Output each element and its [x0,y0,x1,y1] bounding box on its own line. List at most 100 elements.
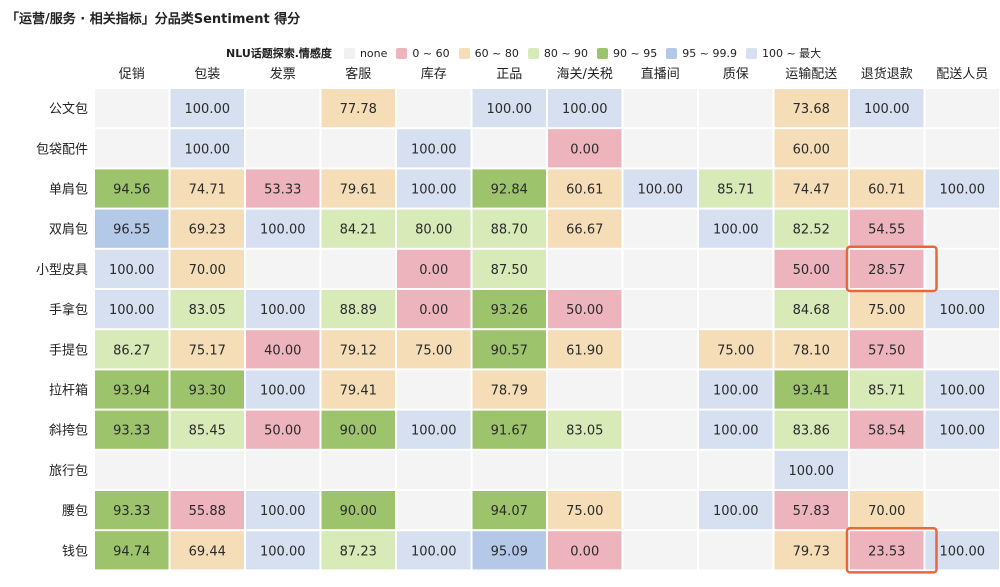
heatmap-cell[interactable] [170,450,245,489]
heatmap-cell[interactable] [699,89,773,128]
heatmap-cell[interactable] [397,249,471,288]
heatmap-cell[interactable] [774,450,849,489]
heatmap-cell[interactable] [548,129,622,168]
heatmap-cell[interactable] [774,209,849,248]
heatmap-cell[interactable] [321,209,396,248]
heatmap-cell[interactable] [321,330,396,369]
heatmap-cell[interactable] [95,290,169,329]
heatmap-cell[interactable] [623,330,698,369]
heatmap-cell[interactable] [850,129,924,168]
heatmap-cell[interactable] [246,491,320,530]
heatmap-cell[interactable] [850,330,924,369]
heatmap-cell[interactable] [397,450,471,489]
heatmap-cell[interactable] [548,410,622,449]
heatmap-cell[interactable] [170,89,245,128]
heatmap-cell[interactable] [95,450,169,489]
heatmap-cell[interactable] [170,330,245,369]
heatmap-cell[interactable] [548,209,622,248]
heatmap-cell[interactable] [397,209,471,248]
heatmap-cell[interactable] [170,370,245,409]
heatmap-cell[interactable] [699,290,773,329]
heatmap-cell[interactable] [321,410,396,449]
heatmap-cell[interactable] [699,169,773,208]
heatmap-cell[interactable] [246,290,320,329]
heatmap-cell[interactable] [246,410,320,449]
heatmap-cell[interactable] [548,169,622,208]
heatmap-cell[interactable] [623,89,698,128]
heatmap-cell[interactable] [95,531,169,570]
heatmap-cell[interactable] [472,290,547,329]
heatmap-cell[interactable] [623,129,698,168]
heatmap-cell[interactable] [472,410,547,449]
heatmap-cell[interactable] [170,169,245,208]
heatmap-cell[interactable] [623,410,698,449]
heatmap-cell[interactable] [925,330,1000,369]
heatmap-cell[interactable] [548,330,622,369]
heatmap-cell[interactable] [850,209,924,248]
heatmap-cell[interactable] [170,290,245,329]
heatmap-cell[interactable] [246,330,320,369]
heatmap-cell[interactable] [472,249,547,288]
heatmap-cell[interactable] [472,330,547,369]
heatmap-cell[interactable] [925,290,1000,329]
legend-item-95-99-9[interactable]: 95 ~ 99.9 [666,47,737,60]
heatmap-cell[interactable] [95,491,169,530]
heatmap-cell[interactable] [95,209,169,248]
heatmap-cell[interactable] [472,129,547,168]
heatmap-cell[interactable] [850,89,924,128]
heatmap-cell[interactable] [246,531,320,570]
heatmap-cell[interactable] [246,370,320,409]
heatmap-cell[interactable] [321,290,396,329]
heatmap-cell[interactable] [623,491,698,530]
heatmap-cell[interactable] [699,330,773,369]
heatmap-cell[interactable] [623,249,698,288]
heatmap-cell[interactable] [472,209,547,248]
legend-item-100-max[interactable]: 100 ~ 最大 [745,45,821,61]
heatmap-cell[interactable] [925,491,1000,530]
heatmap-cell[interactable] [95,410,169,449]
heatmap-cell[interactable] [321,89,396,128]
heatmap-cell[interactable] [623,450,698,489]
heatmap-cell[interactable] [246,89,320,128]
heatmap-cell[interactable] [925,209,1000,248]
heatmap-cell[interactable] [170,129,245,168]
heatmap-cell[interactable] [850,410,924,449]
heatmap-cell[interactable] [170,410,245,449]
heatmap-cell[interactable] [95,169,169,208]
heatmap-cell[interactable] [850,249,924,288]
heatmap-cell[interactable] [246,129,320,168]
heatmap-cell[interactable] [472,169,547,208]
heatmap-cell[interactable] [623,370,698,409]
heatmap-cell[interactable] [699,370,773,409]
heatmap-cell[interactable] [623,531,698,570]
heatmap-cell[interactable] [548,450,622,489]
heatmap-cell[interactable] [472,89,547,128]
heatmap-cell[interactable] [925,129,1000,168]
legend-item-90-95[interactable]: 90 ~ 95 [597,47,657,60]
heatmap-cell[interactable] [170,209,245,248]
heatmap-cell[interactable] [774,491,849,530]
heatmap-cell[interactable] [397,491,471,530]
heatmap-cell[interactable] [925,410,1000,449]
heatmap-cell[interactable] [925,450,1000,489]
heatmap-cell[interactable] [397,410,471,449]
heatmap-cell[interactable] [850,491,924,530]
heatmap-cell[interactable] [774,370,849,409]
heatmap-cell[interactable] [699,129,773,168]
heatmap-cell[interactable] [774,129,849,168]
heatmap-cell[interactable] [699,491,773,530]
heatmap-cell[interactable] [170,249,245,288]
heatmap-cell[interactable] [95,370,169,409]
heatmap-cell[interactable] [321,129,396,168]
heatmap-cell[interactable] [321,450,396,489]
heatmap-cell[interactable] [623,169,698,208]
heatmap-cell[interactable] [774,249,849,288]
heatmap-cell[interactable] [850,169,924,208]
heatmap-cell[interactable] [774,410,849,449]
heatmap-cell[interactable] [548,89,622,128]
heatmap-cell[interactable] [850,290,924,329]
heatmap-cell[interactable] [699,410,773,449]
heatmap-cell[interactable] [95,129,169,168]
heatmap-cell[interactable] [472,450,547,489]
legend-item-none[interactable]: none [343,47,387,60]
